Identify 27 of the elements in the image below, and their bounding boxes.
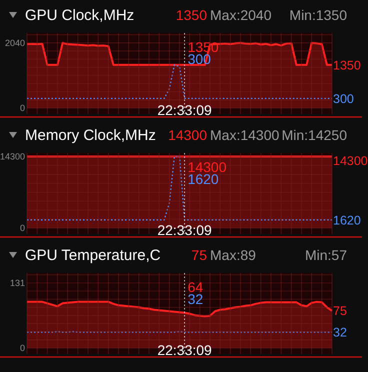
data-label: 75 — [333, 304, 347, 318]
data-label: 32 — [333, 325, 347, 340]
chart-title: GPU Temperature,C — [25, 247, 161, 264]
data-label: 300 — [333, 92, 354, 106]
text: Max:89 — [210, 247, 256, 263]
text: 75 — [191, 247, 208, 263]
data-label: 1620 — [333, 213, 361, 228]
text: Max:14300 — [210, 127, 280, 143]
y-tick-label: 0 — [20, 223, 25, 234]
y-tick-label: 131 — [10, 278, 25, 288]
chart-title: GPU Clock,MHz — [25, 7, 134, 24]
y-tick-label: 14300 — [0, 152, 25, 162]
data-label: 14300 — [333, 154, 368, 168]
text: 14300 — [168, 127, 208, 143]
text: Min:57 — [304, 247, 348, 263]
y-tick-label: 2040 — [4, 38, 25, 48]
text: Max:2040 — [210, 7, 272, 23]
x-tick-label: 22:33:09 — [157, 222, 212, 238]
text: Min:14250 — [282, 127, 348, 143]
x-tick-label: 22:33:09 — [157, 102, 212, 118]
chart-title: Memory Clock,MHz — [25, 127, 156, 144]
text: 1350 — [176, 7, 208, 23]
y-tick-label: 0 — [20, 103, 25, 114]
y-tick-label: 0 — [20, 343, 25, 354]
x-tick-label: 22:33:09 — [157, 342, 212, 358]
data-label: 1350 — [333, 58, 361, 72]
text: Min:1350 — [289, 7, 348, 23]
